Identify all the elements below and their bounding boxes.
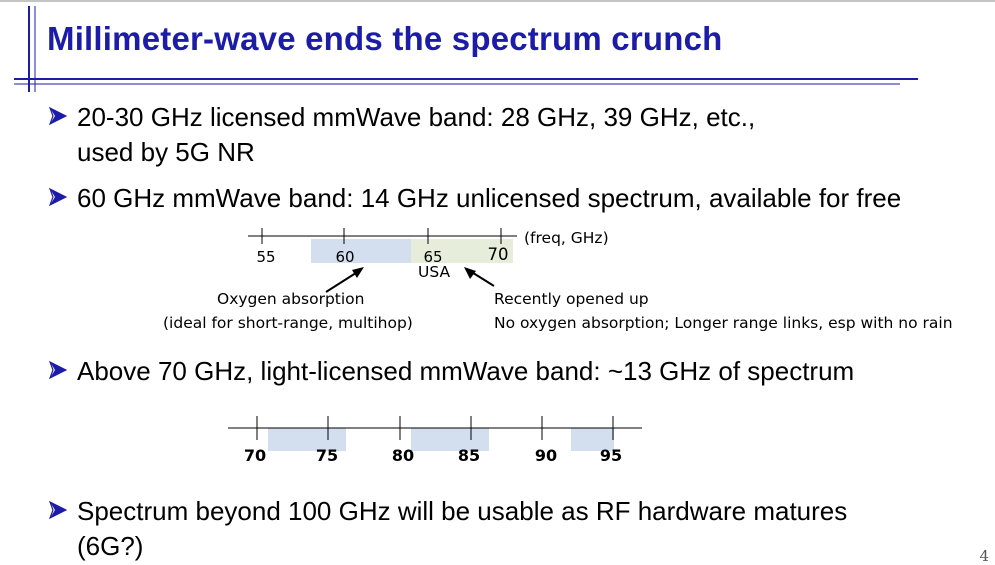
page-number: 4	[979, 547, 989, 565]
arrow-bullet-icon	[49, 360, 67, 380]
right-note-line2: No oxygen absorption; Longer range links…	[494, 314, 953, 332]
bullet-text: 20-30 GHz licensed mmWave band: 28 GHz, …	[77, 102, 756, 132]
band60-tick-label: 70	[487, 245, 509, 264]
left-note-arrowhead	[352, 267, 364, 278]
bullet-70ghz-band: Above 70 GHz, light-licensed mmWave band…	[49, 354, 854, 389]
bullet-60ghz-band: 60 GHz mmWave band: 14 GHz unlicensed sp…	[49, 181, 901, 216]
band70-tick-label: 70	[243, 446, 267, 465]
band70-tick-label: 85	[457, 446, 481, 465]
band70-tick-label: 90	[534, 446, 558, 465]
left-note-line2: (ideal for short-range, multihop)	[163, 314, 413, 332]
band60-tick-label: 65	[423, 248, 443, 266]
bullet-text-continued: (6G?)	[77, 531, 144, 561]
band60-tick-label: 55	[256, 248, 276, 266]
bullet-text: 60 GHz mmWave band: 14 GHz unlicensed sp…	[77, 183, 902, 213]
band60-tick-label: 60	[335, 248, 355, 266]
bullet-beyond-100ghz: Spectrum beyond 100 GHz will be usable a…	[49, 494, 847, 564]
bullet-text-continued: used by 5G NR	[77, 137, 255, 167]
band70-tick-label: 75	[315, 446, 339, 465]
band70-tick-label: 80	[391, 446, 415, 465]
band70-region-92-95	[571, 428, 614, 451]
arrow-bullet-icon	[49, 500, 67, 520]
band70-tick-label: 95	[599, 446, 623, 465]
bullet-licensed-band: 20-30 GHz licensed mmWave band: 28 GHz, …	[49, 100, 755, 170]
bullet-text: Above 70 GHz, light-licensed mmWave band…	[77, 356, 855, 386]
right-note-line1: Recently opened up	[494, 290, 649, 308]
bullet-text: Spectrum beyond 100 GHz will be usable a…	[77, 496, 848, 526]
arrow-bullet-icon	[49, 106, 67, 126]
slide-title: Millimeter-wave ends the spectrum crunch	[47, 20, 723, 57]
band60-unit-label: (freq, GHz)	[524, 229, 609, 247]
left-note-line1: Oxygen absorption	[217, 290, 365, 308]
band70-region-71-76	[268, 428, 346, 451]
band70-region-81-86	[411, 428, 489, 451]
band60-oxygen-region	[311, 239, 411, 263]
right-note-arrowhead	[464, 267, 476, 279]
arrow-bullet-icon	[49, 187, 67, 207]
left-note-arrow	[325, 270, 360, 293]
band60-region-label: USA	[418, 263, 451, 281]
